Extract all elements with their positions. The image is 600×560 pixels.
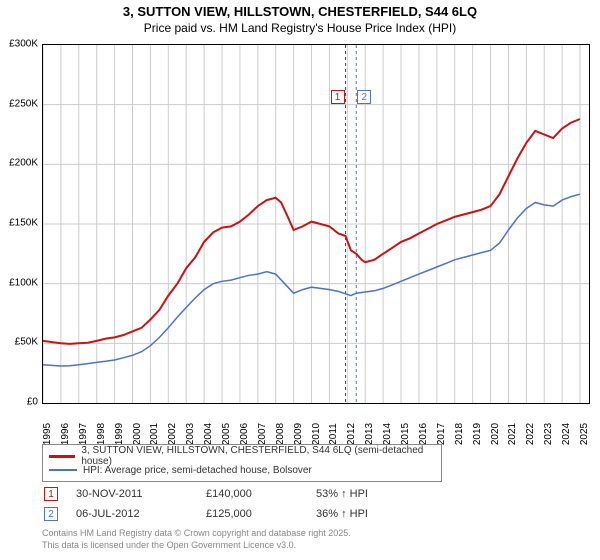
sale-date: 06-JUL-2012 <box>76 508 206 520</box>
x-tick-label: 2005 <box>221 423 232 445</box>
x-tick-label: 2017 <box>436 423 447 445</box>
footer-line1: Contains HM Land Registry data © Crown c… <box>42 528 351 540</box>
footer-line2: This data is licensed under the Open Gov… <box>42 540 351 552</box>
title-block: 3, SUTTON VIEW, HILLSTOWN, CHESTERFIELD,… <box>0 0 600 35</box>
chart-container: 3, SUTTON VIEW, HILLSTOWN, CHESTERFIELD,… <box>0 0 600 560</box>
sale-row: 1 30-NOV-2011£140,00053% ↑ HPI <box>42 484 590 504</box>
x-tick-label: 2004 <box>203 423 214 445</box>
x-tick-label: 1995 <box>42 423 53 445</box>
x-tick-label: 2007 <box>257 423 268 445</box>
x-tick-label: 2018 <box>454 423 465 445</box>
y-tick-label: £0 <box>27 397 38 408</box>
sale-marker: 1 <box>331 90 345 104</box>
x-tick-label: 2020 <box>490 423 501 445</box>
x-tick-label: 2000 <box>132 423 143 445</box>
x-tick-label: 2010 <box>311 423 322 445</box>
legend-swatch <box>49 469 77 471</box>
chart-plot-area: 12 <box>42 44 590 404</box>
y-tick-label: £250K <box>9 98 38 109</box>
footer-attribution: Contains HM Land Registry data © Crown c… <box>42 528 351 551</box>
sale-hpi-diff: 36% ↑ HPI <box>316 508 416 520</box>
sale-price: £125,000 <box>206 508 316 520</box>
x-tick-label: 2022 <box>525 423 536 445</box>
y-tick-label: £300K <box>9 39 38 50</box>
x-tick-label: 2006 <box>239 423 250 445</box>
x-tick-label: 2008 <box>275 423 286 445</box>
chart-svg <box>43 45 589 403</box>
title-address: 3, SUTTON VIEW, HILLSTOWN, CHESTERFIELD,… <box>0 4 600 19</box>
x-axis: 1995199619971998199920002001200220032004… <box>42 406 590 438</box>
legend-label: HPI: Average price, semi-detached house,… <box>83 465 312 476</box>
x-tick-label: 2003 <box>185 423 196 445</box>
x-tick-label: 2002 <box>167 423 178 445</box>
x-tick-label: 1998 <box>96 423 107 445</box>
x-tick-label: 2016 <box>418 423 429 445</box>
y-tick-label: £100K <box>9 277 38 288</box>
sales-table: 1 30-NOV-2011£140,00053% ↑ HPI 2 06-JUL-201… <box>42 484 590 524</box>
sale-hpi-diff: 53% ↑ HPI <box>316 488 416 500</box>
x-tick-label: 2019 <box>472 423 483 445</box>
x-tick-label: 2025 <box>579 423 590 445</box>
x-tick-label: 2012 <box>346 423 357 445</box>
x-tick-label: 2001 <box>149 423 160 445</box>
x-tick-label: 2014 <box>382 423 393 445</box>
y-tick-label: £150K <box>9 218 38 229</box>
sale-marker: 2 <box>357 90 371 104</box>
sale-price: £140,000 <box>206 488 316 500</box>
legend-item: 3, SUTTON VIEW, HILLSTOWN, CHESTERFIELD,… <box>49 449 435 463</box>
y-axis: £0£50K£100K£150K£200K£250K£300K <box>0 44 40 404</box>
x-tick-label: 2009 <box>293 423 304 445</box>
x-tick-label: 2011 <box>328 423 339 445</box>
legend-swatch <box>49 455 75 458</box>
sale-marker-box: 1 <box>44 487 58 501</box>
sale-marker-box: 2 <box>44 507 58 521</box>
y-tick-label: £50K <box>15 337 38 348</box>
x-tick-label: 2013 <box>364 423 375 445</box>
sale-row: 2 06-JUL-2012£125,00036% ↑ HPI <box>42 504 590 524</box>
title-subtitle: Price paid vs. HM Land Registry's House … <box>0 21 600 35</box>
x-tick-label: 1996 <box>60 423 71 445</box>
x-tick-label: 2021 <box>507 423 518 445</box>
x-tick-label: 2023 <box>543 423 554 445</box>
y-tick-label: £200K <box>9 158 38 169</box>
legend: 3, SUTTON VIEW, HILLSTOWN, CHESTERFIELD,… <box>42 444 442 482</box>
x-tick-label: 2015 <box>400 423 411 445</box>
x-tick-label: 1999 <box>114 423 125 445</box>
x-tick-label: 2024 <box>561 423 572 445</box>
x-tick-label: 1997 <box>78 423 89 445</box>
sale-date: 30-NOV-2011 <box>76 488 206 500</box>
